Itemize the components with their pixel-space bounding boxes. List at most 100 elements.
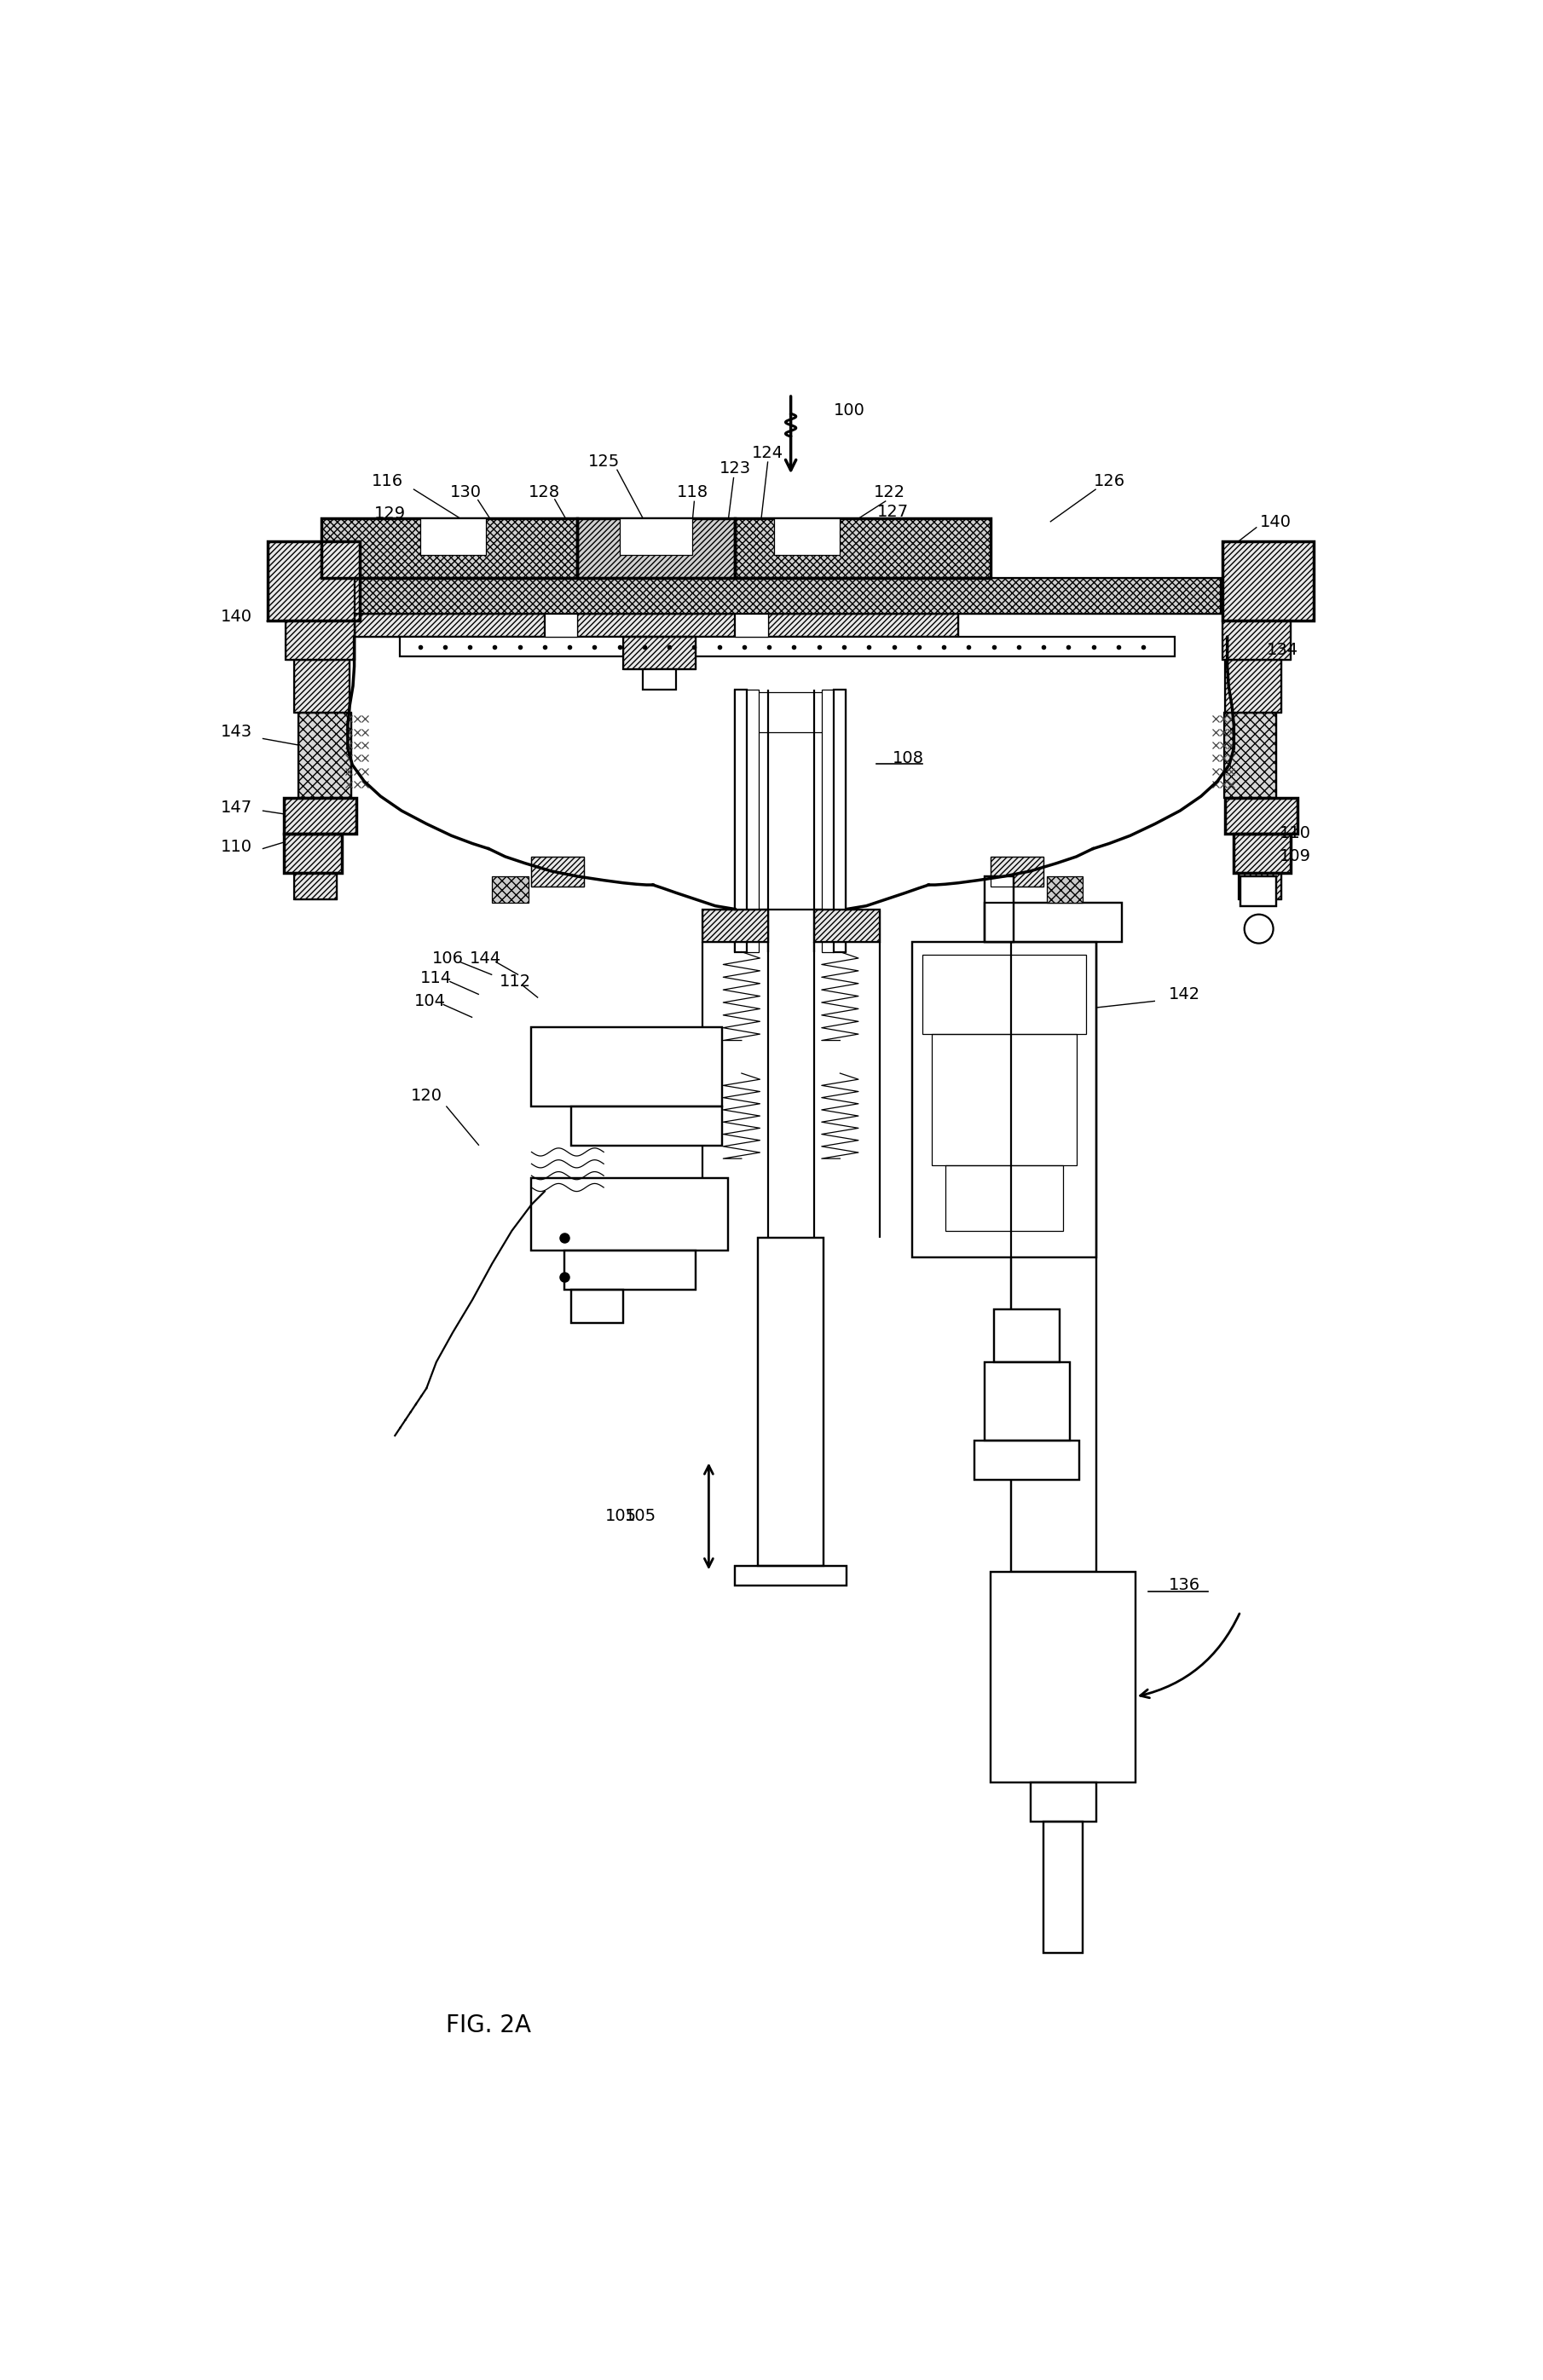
Text: 140: 140 <box>221 609 253 626</box>
Bar <box>293 873 336 900</box>
Text: 105: 105 <box>625 1509 656 1526</box>
Bar <box>293 659 350 712</box>
Bar <box>734 690 747 952</box>
Bar <box>1241 876 1276 907</box>
Bar <box>984 902 1122 942</box>
Bar <box>923 954 1086 1033</box>
Bar <box>991 1573 1136 1783</box>
Text: 140: 140 <box>1261 514 1291 531</box>
Bar <box>492 876 528 902</box>
Text: 144: 144 <box>469 950 501 966</box>
Bar <box>577 519 734 578</box>
Bar <box>285 621 355 659</box>
Text: 134: 134 <box>1267 643 1298 657</box>
Bar <box>912 942 1096 1257</box>
Bar <box>912 942 1096 1257</box>
Bar <box>1239 873 1281 900</box>
Bar <box>1225 797 1298 833</box>
Bar <box>1222 621 1291 659</box>
Bar <box>758 1238 824 1566</box>
Text: 104: 104 <box>414 992 446 1009</box>
Bar <box>1046 876 1083 902</box>
Bar <box>623 638 696 669</box>
Bar <box>813 909 880 942</box>
Bar <box>571 1107 722 1145</box>
Text: 118: 118 <box>677 483 708 500</box>
Bar <box>734 519 991 578</box>
Bar <box>355 578 1221 614</box>
Bar <box>747 690 759 952</box>
Circle shape <box>1244 914 1273 942</box>
Text: 147: 147 <box>221 800 253 816</box>
Text: 143: 143 <box>221 724 253 740</box>
Bar <box>1031 1783 1096 1821</box>
Text: 105: 105 <box>605 1509 637 1526</box>
Bar <box>984 1361 1069 1440</box>
Bar <box>1224 712 1276 797</box>
Bar <box>531 1028 722 1107</box>
Text: 142: 142 <box>1168 985 1200 1002</box>
Bar <box>321 519 577 578</box>
Bar <box>531 1178 728 1250</box>
Bar <box>577 614 734 638</box>
Bar <box>1043 1821 1083 1954</box>
Bar <box>284 797 356 833</box>
Text: 112: 112 <box>500 973 531 990</box>
Bar <box>577 614 734 638</box>
Bar <box>1224 712 1276 797</box>
Bar <box>702 909 768 942</box>
Bar <box>321 519 577 578</box>
Bar <box>620 519 693 555</box>
Bar <box>1225 659 1281 712</box>
Text: 136: 136 <box>1168 1578 1200 1592</box>
Bar <box>267 543 360 621</box>
Bar <box>1011 942 1096 1573</box>
Bar <box>1225 659 1281 712</box>
Bar <box>768 614 958 638</box>
Bar <box>1241 876 1276 907</box>
Bar <box>833 690 846 952</box>
Bar <box>284 833 343 873</box>
Bar <box>571 1107 722 1145</box>
Bar <box>545 614 577 638</box>
Text: 110: 110 <box>221 838 253 854</box>
Bar <box>991 1573 1136 1783</box>
Bar <box>643 669 676 690</box>
Bar <box>1222 621 1291 659</box>
Bar <box>1011 942 1096 1573</box>
Bar <box>775 519 839 555</box>
Text: 124: 124 <box>751 445 784 462</box>
Bar <box>975 1440 1080 1480</box>
Bar <box>420 519 486 555</box>
Bar <box>984 902 1122 942</box>
Text: 130: 130 <box>451 483 481 500</box>
Text: 126: 126 <box>1094 474 1125 490</box>
Bar <box>285 621 355 659</box>
Text: 108: 108 <box>892 750 924 766</box>
Bar <box>565 1250 696 1290</box>
Text: 123: 123 <box>719 459 751 476</box>
Bar <box>758 1238 824 1566</box>
Text: 116: 116 <box>372 474 403 490</box>
Bar <box>1233 833 1291 873</box>
Bar <box>734 519 991 578</box>
Bar <box>984 1361 1069 1440</box>
Bar <box>821 690 833 952</box>
Bar <box>984 876 1014 942</box>
Bar <box>1222 543 1315 621</box>
Bar <box>1239 873 1281 900</box>
Bar <box>1222 543 1315 621</box>
Bar <box>734 614 768 638</box>
Bar <box>991 857 1043 885</box>
Bar <box>623 638 696 669</box>
Bar <box>813 909 880 942</box>
Text: 114: 114 <box>421 971 452 985</box>
Bar <box>1031 1783 1096 1821</box>
Bar <box>1225 797 1298 833</box>
Bar <box>284 797 356 833</box>
Bar <box>284 833 343 873</box>
Bar <box>571 1290 623 1323</box>
Bar <box>1043 1821 1083 1954</box>
Bar <box>355 578 1221 614</box>
Text: 110: 110 <box>1279 826 1312 843</box>
